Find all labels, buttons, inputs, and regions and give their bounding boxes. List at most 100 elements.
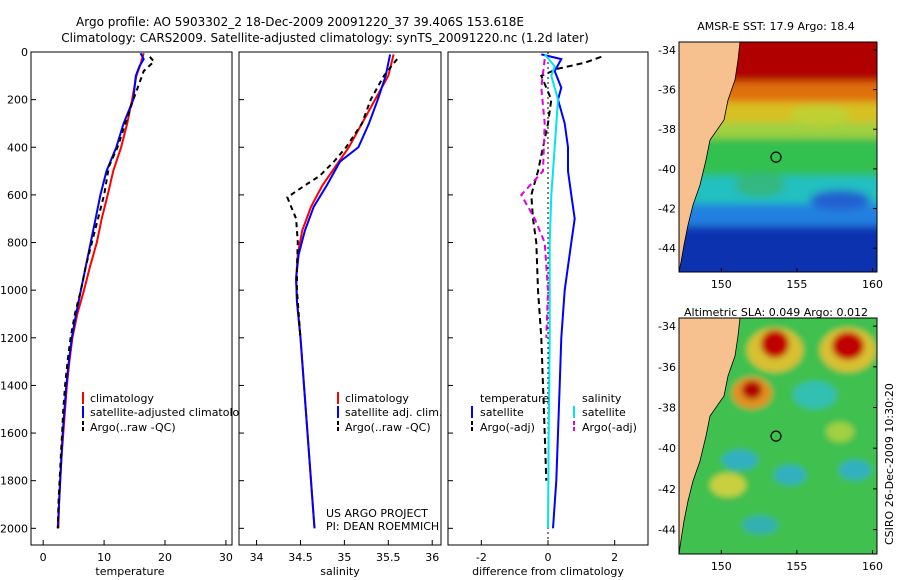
x-tick-label: 30 [219,551,233,564]
sla-anomaly-high-2 [832,332,864,360]
project-line2: PI: DEAN ROEMMICH [326,520,439,533]
salinity-legend: climatology satellite adj. clim. Argo(..… [337,392,442,434]
x-tick-label: 35 [337,551,351,564]
sst-band-yellowgreen [679,122,877,140]
sst-eddy-green [735,173,785,197]
sst-profile-marker [770,151,782,163]
sla-map-ticks: 150 155 160 -34 -36 -38 -40 -42 -44 [658,320,883,573]
map-x-tick-label: 150 [711,278,732,291]
legend-label-temp-argo: Argo(-adj) [480,421,535,434]
legend-label-argo: Argo(..raw -QC) [90,421,176,434]
legend-label-satellite-adj: satellite adj. clim. [345,406,442,419]
y-tick-label: 1800 [0,475,28,488]
salinity-axes-box [238,51,442,546]
temperature-series [56,52,156,529]
difference-series [520,52,602,545]
sla-map-panel: Altimetric SLA: 0.049 Argo: 0.012 [658,306,883,573]
sst-field [679,42,877,272]
map-y-tick-label: -38 [658,402,676,415]
x-tick-label: 20 [158,551,172,564]
series-line-salinity-argo-adj- [520,58,550,338]
sst-map-panel: AMSR-E SST: 17.9 Argo: 18.4 [658,20,883,291]
sla-anomaly-cyan-3 [774,465,806,485]
temperature-axes-box [30,51,233,546]
map-x-tick-label: 155 [786,560,807,573]
map-y-tick-label: -44 [658,242,676,255]
legend-label-argo: Argo(..raw -QC) [345,421,431,434]
legend-label-satellite-adjusted: satellite-adjusted climatology [90,406,253,419]
sla-anomaly-cyan-1 [793,381,837,409]
map-y-tick-label: -36 [658,84,676,97]
y-tick-label: 200 [7,94,28,107]
salinity-series [286,54,398,529]
map-y-tick-label: -34 [658,44,676,57]
salinity-ticks: 34 34.5 35 35.5 36 [239,51,439,564]
x-tick-label: 0 [40,551,47,564]
sla-profile-marker [770,430,782,442]
legend-label-sal-argo: Argo(-adj) [582,421,637,434]
legend-label-temp-satellite: satellite [480,406,524,419]
y-tick-label: 1000 [0,284,28,297]
series-line-argo-raw-qc- [286,58,398,338]
y-tick-label: 0 [21,46,28,59]
sla-anomaly-cyan-4 [839,460,871,480]
side-timestamp: CSIRO 26-Dec-2009 10:30:20 [883,383,896,545]
map-y-tick-label: -38 [658,123,676,136]
map-y-tick-label: -34 [658,320,676,333]
x-tick-label: 2 [611,551,618,564]
sla-anomaly-cyan-2 [722,450,758,470]
y-tick-label: 800 [7,237,28,250]
y-tick-label: 1400 [0,379,28,392]
x-tick-label: -2 [476,551,487,564]
x-tick-label: 34.5 [288,551,313,564]
map-y-tick-label: -40 [658,163,676,176]
map-y-tick-label: -40 [658,442,676,455]
sst-map-frame [678,41,878,273]
y-tick-label: 1200 [0,332,28,345]
series-line-temperature-satellite [541,53,576,529]
y-tick-label: 1600 [0,427,28,440]
sst-eddy-blue [810,190,870,210]
temperature-panel: 0 10 20 30 0 200 400 600 800 1000 1200 1400 1600 1800… [0,46,253,578]
difference-panel: -2 0 2 difference from climatology tempera… [447,51,649,578]
map-y-tick-label: -44 [658,524,676,537]
sla-land [679,318,741,554]
temperature-xlabel: temperature [95,565,164,578]
project-line1: US ARGO PROJECT [326,507,428,520]
sst-land [679,42,741,272]
figure-title-line1: Argo profile: AO 5903302_2 18-Dec-2009 2… [76,15,524,29]
map-x-tick-label: 155 [786,278,807,291]
figure-title-line2: Climatology: CARS2009. Satellite-adjuste… [61,31,589,45]
legend-label-climatology: climatology [90,392,154,405]
legend-label-climatology: climatology [345,392,409,405]
sla-anomaly-yellow-5 [826,422,854,442]
x-tick-label: 0 [545,551,552,564]
map-x-tick-label: 160 [862,278,883,291]
x-tick-label: 35.5 [376,551,401,564]
sla-anomaly-yellow-4 [710,473,746,497]
legend-title-salinity: salinity [582,392,622,405]
difference-legend: temperature satellite Argo(-adj) salinit… [471,392,637,434]
difference-xlabel: difference from climatology [472,565,624,578]
sst-eddy-cool [790,105,850,125]
sla-anomaly-high-1 [761,330,789,358]
series-line-satellite-adjusted-climatology [56,52,145,529]
map-x-tick-label: 160 [862,560,883,573]
series-line-satellite-adj-clim- [295,54,392,529]
y-tick-label: 600 [7,189,28,202]
sst-map-ticks: 150 155 160 -34 -36 -38 -40 -42 -44 [658,44,883,291]
salinity-xlabel: salinity [320,565,360,578]
temperature-legend: climatology satellite-adjusted climatolo… [82,392,253,434]
sla-map-frame [678,317,878,555]
difference-ticks: -2 0 2 [448,51,618,564]
series-line-salinity-satellite [543,53,560,529]
sst-band-green [679,138,877,178]
sst-band-blue [679,226,877,272]
map-x-tick-label: 150 [711,560,732,573]
y-tick-label: 2000 [0,522,28,535]
map-y-tick-label: -36 [658,361,676,374]
sla-anomaly-high-3 [742,381,762,399]
sla-map-title: Altimetric SLA: 0.049 Argo: 0.012 [684,306,868,319]
x-tick-label: 34 [250,551,264,564]
